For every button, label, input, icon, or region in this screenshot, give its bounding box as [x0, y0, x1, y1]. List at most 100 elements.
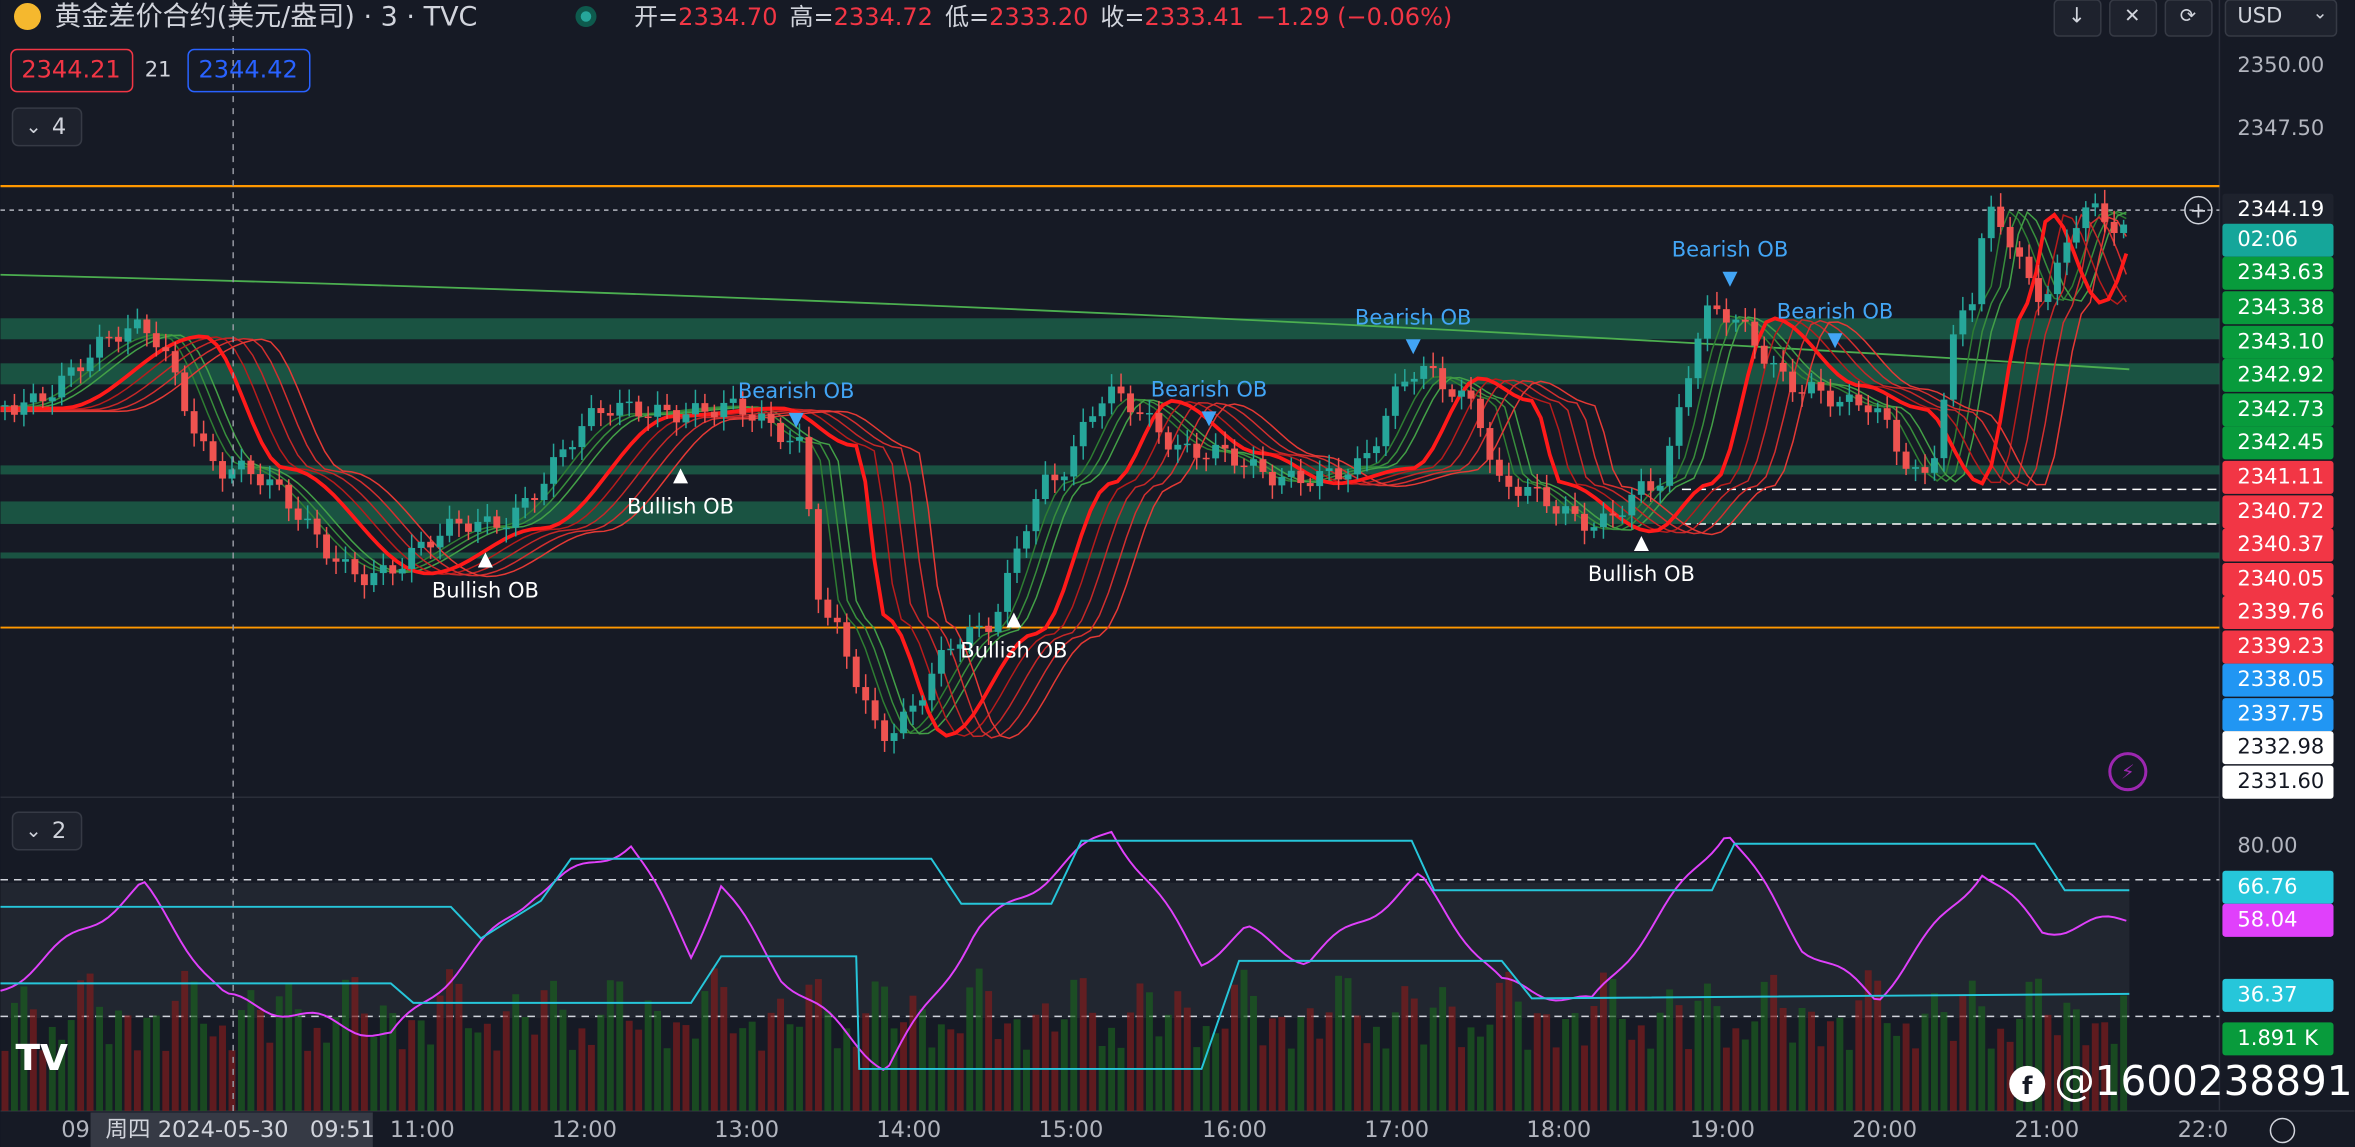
- candle: [323, 534, 331, 559]
- volume-bar: [379, 1005, 387, 1111]
- price-label: 2339.23: [2237, 633, 2324, 658]
- button[interactable]: [2053, 0, 2102, 37]
- volume-bar: [398, 1049, 406, 1111]
- candle: [152, 333, 160, 348]
- price-label: 2340.05: [2237, 566, 2324, 591]
- pane-count: 2: [52, 818, 66, 844]
- button[interactable]: [2164, 0, 2213, 37]
- settings[interactable]: [2269, 1117, 2296, 1144]
- candle: [228, 469, 236, 479]
- volume-bar: [1354, 1015, 1361, 1111]
- price-tag: [2222, 731, 2334, 765]
- candle: [531, 498, 539, 501]
- price-tag: [2222, 291, 2334, 325]
- candle: [1978, 238, 1986, 305]
- candle: [29, 393, 37, 403]
- volume-bar: [720, 987, 728, 1111]
- volume-bar: [1836, 1017, 1844, 1111]
- candle: [124, 328, 132, 342]
- pane-toggle[interactable]: [11, 107, 83, 147]
- candle: [852, 656, 860, 688]
- candle: [10, 405, 18, 415]
- volume-bar: [228, 1050, 236, 1111]
- candle: [767, 413, 775, 423]
- volume-bar: [1004, 1023, 1012, 1111]
- price-label: 2342.92: [2237, 361, 2324, 386]
- volume-bar: [2053, 1035, 2061, 1111]
- volume-bar: [1467, 1027, 1475, 1111]
- volume-bar: [1751, 1021, 1759, 1111]
- volume-bar: [1041, 1003, 1049, 1111]
- volume-bar: [2063, 1002, 2071, 1111]
- candle: [1212, 444, 1220, 459]
- price-label: 2339.76: [2237, 599, 2324, 624]
- volume-bar: [1713, 1006, 1721, 1111]
- pane-toggle[interactable]: [11, 811, 83, 851]
- ma-line: [0, 213, 2127, 738]
- status-dot: [580, 11, 592, 22]
- volume-bar: [1770, 974, 1778, 1111]
- candle: [20, 402, 28, 415]
- candle: [1467, 390, 1475, 399]
- volume-bar: [360, 1013, 368, 1111]
- volume-bar: [994, 1039, 1002, 1111]
- time-label: 21:00: [2014, 1117, 2079, 1143]
- volume-bar: [1344, 978, 1352, 1111]
- add-button[interactable]: [2184, 195, 2213, 225]
- volume-bar: [1798, 1007, 1806, 1111]
- currency-select[interactable]: [2224, 0, 2338, 37]
- price-tag: [2222, 223, 2334, 257]
- volume-bar: [833, 1048, 841, 1111]
- candle: [1836, 401, 1844, 407]
- candle: [777, 422, 785, 443]
- ask-box[interactable]: [187, 48, 311, 93]
- price-tag: [2222, 1022, 2334, 1056]
- volume-bar: [1675, 1005, 1683, 1111]
- volume-bar: [729, 1033, 737, 1111]
- volume-bar: [786, 1024, 794, 1111]
- candle: [143, 319, 151, 334]
- ask: 2344.42: [199, 56, 298, 84]
- alert-button[interactable]: [2108, 752, 2148, 792]
- candle: [464, 523, 472, 532]
- price-label: 80.00: [2237, 833, 2297, 858]
- volume-bar: [616, 981, 624, 1111]
- volume-bar: [871, 981, 879, 1111]
- volume-bar: [48, 1026, 56, 1111]
- candle: [1495, 459, 1503, 476]
- price-tag: [2222, 562, 2334, 597]
- button[interactable]: [2109, 0, 2158, 37]
- icon: ⟳: [2180, 4, 2196, 27]
- candle: [1628, 494, 1636, 516]
- volume-bar: [1420, 1044, 1428, 1111]
- ma-line: [0, 210, 2127, 735]
- candle: [351, 559, 359, 575]
- ohlc-value: 2334.70: [678, 3, 777, 31]
- candle: [417, 541, 425, 548]
- candle: [39, 393, 47, 402]
- pane-count: 4: [52, 114, 66, 140]
- ob-marker: [1827, 333, 1843, 349]
- candle: [1713, 305, 1721, 310]
- volume-bar: [313, 1027, 321, 1111]
- volume-bar: [1855, 1000, 1863, 1111]
- volume-bar: [1070, 979, 1078, 1111]
- candle: [1685, 378, 1692, 408]
- price-tag: [2222, 426, 2334, 460]
- candle: [304, 518, 312, 521]
- volume-bar: [559, 1009, 567, 1111]
- candle: [1647, 481, 1655, 491]
- candle: [1921, 467, 1929, 473]
- bid-box[interactable]: [10, 48, 134, 93]
- volume-bar: [1817, 1046, 1825, 1111]
- ohlc-value: 2333.41: [1145, 3, 1244, 31]
- candle: [77, 367, 85, 372]
- volume-bar: [2101, 1022, 2109, 1111]
- candle: [569, 447, 576, 450]
- volume-bar: [417, 1020, 425, 1111]
- ob-label: Bearish OB: [1777, 298, 1894, 323]
- volume-bar: [39, 1050, 47, 1111]
- candle: [682, 414, 690, 423]
- volume-bar: [1060, 1019, 1068, 1111]
- time-label: 15:00: [1038, 1117, 1103, 1143]
